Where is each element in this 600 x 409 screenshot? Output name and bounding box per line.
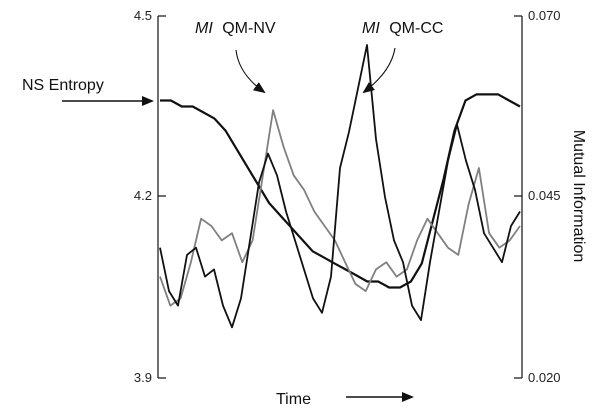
annotation-qm-cc-arrow-icon (362, 47, 396, 94)
left-tick-label-mid: 4.2 (134, 188, 152, 203)
mutual-information-label: Mutual Information (570, 130, 587, 263)
right-tick-label-mid: 0.045 (528, 188, 561, 203)
series-line-qm-cc (159, 44, 521, 329)
annotation-qm-cc-text: QM-CC (389, 20, 443, 37)
left-tick-label-top: 4.5 (134, 8, 152, 23)
annotation-qm-nv: MI QM-NV (195, 20, 276, 37)
right-tick-label-bottom: 0.020 (528, 370, 561, 385)
right-tick-label-top: 0.070 (528, 8, 561, 23)
series-layer (159, 44, 521, 329)
left-tick-label-bottom: 3.9 (134, 370, 152, 385)
annotation-qm-cc: MI QM-CC (362, 20, 443, 37)
ns-entropy-label: NS Entropy (22, 77, 104, 94)
series-line-qm-nv (159, 109, 521, 307)
series-line-ns-entropy (160, 93, 521, 289)
time-label: Time (276, 391, 311, 408)
annotation-qm-nv-italic: MI (195, 20, 213, 37)
annotation-qm-nv-arrow-icon (235, 49, 266, 94)
annotation-qm-nv-text: QM-NV (222, 20, 276, 37)
annotation-qm-cc-italic: MI (362, 20, 380, 37)
